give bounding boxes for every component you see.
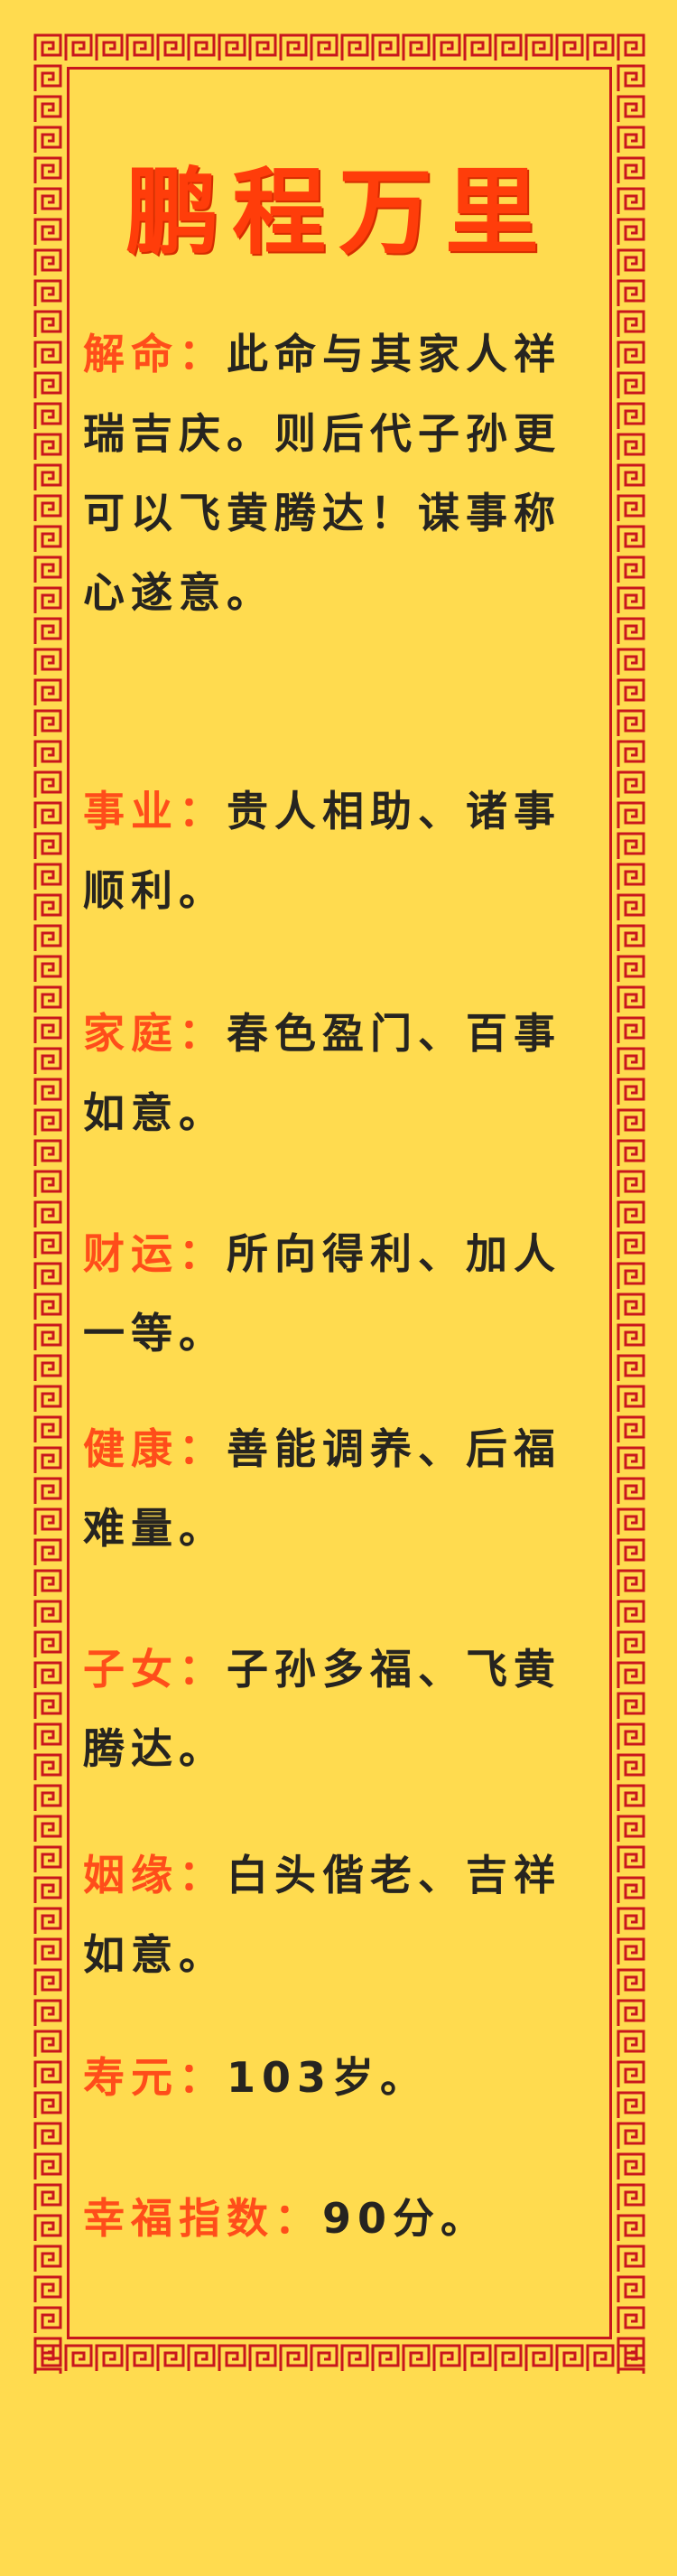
- entry-family: 家庭：春色盈门、百事如意。: [83, 994, 598, 1153]
- entry-label: 幸福指数：: [83, 2194, 322, 2243]
- entry-health: 健康：善能调养、后福难量。: [83, 1409, 598, 1568]
- entry-jieming: 解命：此命与其家人祥瑞吉庆。则后代子孙更可以飞黄腾达！谋事称心遂意。: [83, 314, 598, 632]
- entry-label: 家庭：: [83, 1009, 227, 1058]
- entry-label: 解命：: [83, 330, 227, 378]
- border-right-pattern: [616, 33, 646, 2374]
- entry-text: 103岁。: [227, 2053, 429, 2102]
- entry-label: 寿元：: [83, 2053, 227, 2102]
- entry-wealth: 财运：所向得利、加人一等。: [83, 1214, 598, 1373]
- entry-children: 子女：子孙多福、飞黄腾达。: [83, 1629, 598, 1788]
- border-top-pattern: [32, 33, 646, 63]
- entry-happiness-index: 幸福指数：90分。: [83, 2179, 598, 2258]
- entry-label: 姻缘：: [83, 1851, 227, 1899]
- entry-label: 子女：: [83, 1645, 227, 1694]
- entry-lifespan: 寿元：103岁。: [83, 2038, 598, 2117]
- border-left-pattern: [32, 33, 63, 2374]
- entry-text: 90分。: [322, 2194, 489, 2243]
- entry-career: 事业：贵人相助、诸事顺利。: [83, 771, 598, 930]
- entry-text: 善能调养、后福难量。: [83, 1424, 561, 1553]
- entry-text: 所向得利、加人一等。: [83, 1229, 561, 1358]
- entry-label: 事业：: [83, 787, 227, 835]
- entry-label: 健康：: [83, 1424, 227, 1473]
- entry-text: 春色盈门、百事如意。: [83, 1009, 561, 1137]
- border-bottom-pattern: [32, 2343, 646, 2374]
- entry-text: 子孙多福、飞黄腾达。: [83, 1645, 561, 1773]
- page-title: 鹏程万里: [125, 156, 552, 267]
- border-inner-line: [67, 67, 612, 2339]
- entry-text: 贵人相助、诸事顺利。: [83, 787, 561, 915]
- entry-label: 财运：: [83, 1229, 227, 1278]
- entry-text: 白头偕老、吉祥如意。: [83, 1851, 561, 1979]
- greek-key-border: [32, 33, 646, 2374]
- entry-marriage: 姻缘：白头偕老、吉祥如意。: [83, 1835, 598, 1994]
- entry-text: 此命与其家人祥瑞吉庆。则后代子孙更可以飞黄腾达！谋事称心遂意。: [83, 330, 561, 617]
